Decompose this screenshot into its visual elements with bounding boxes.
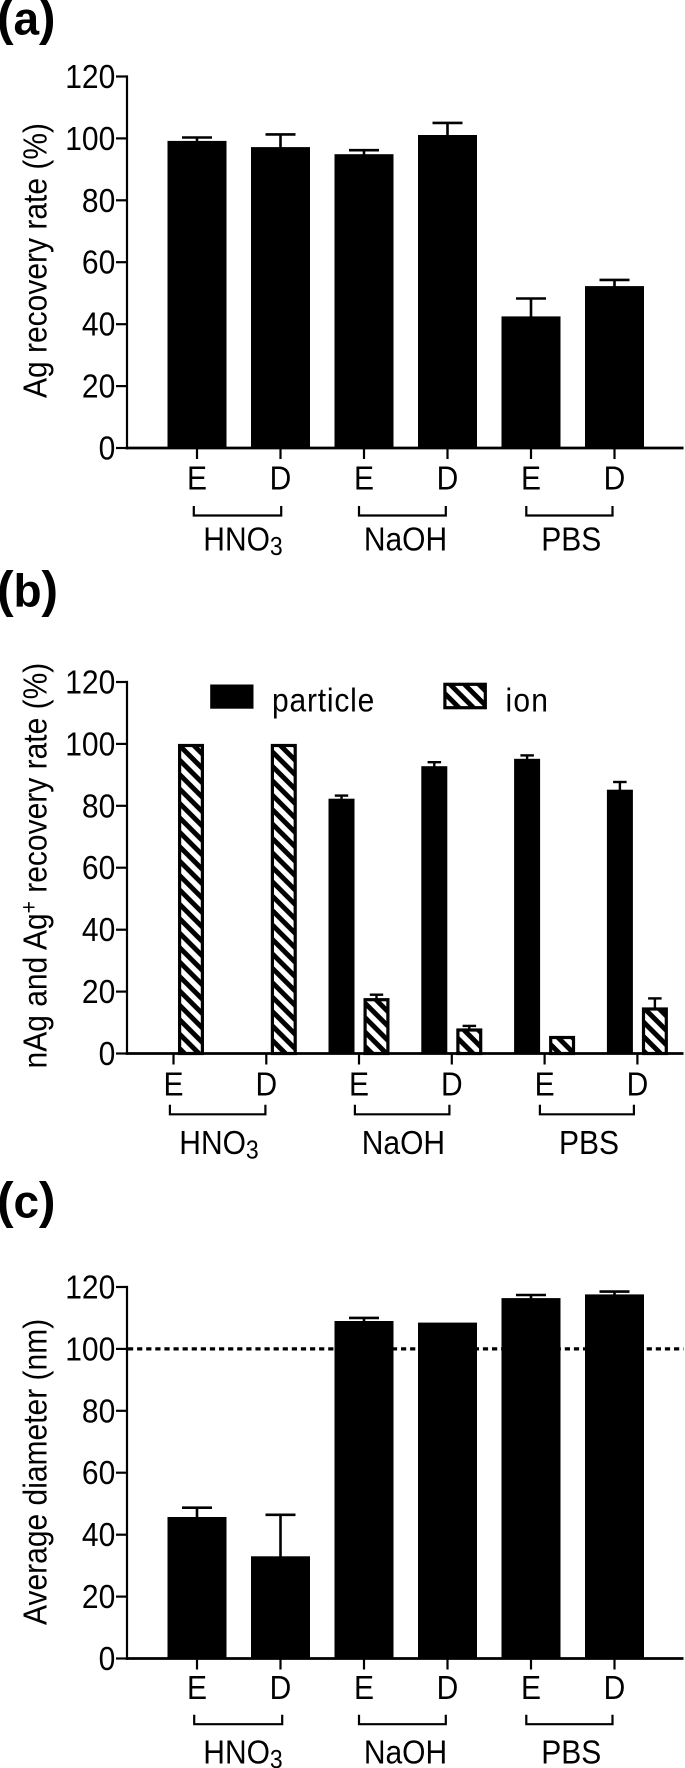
svg-text:Ag recovery rate (%): Ag recovery rate (%) — [16, 123, 54, 398]
svg-text:E: E — [187, 459, 207, 497]
svg-text:100: 100 — [65, 1330, 115, 1368]
svg-text:60: 60 — [82, 1454, 115, 1492]
svg-text:PBS: PBS — [541, 1733, 601, 1768]
svg-text:HNO3: HNO3 — [203, 1733, 282, 1768]
svg-text:HNO3: HNO3 — [179, 1123, 258, 1164]
svg-text:PBS: PBS — [541, 520, 601, 558]
svg-text:0: 0 — [99, 1034, 116, 1072]
svg-text:D: D — [627, 1065, 649, 1103]
svg-text:(c): (c) — [0, 1172, 55, 1228]
svg-text:60: 60 — [82, 849, 115, 887]
svg-text:E: E — [535, 1065, 555, 1103]
svg-text:D: D — [604, 459, 626, 497]
svg-text:120: 120 — [65, 57, 115, 95]
svg-text:D: D — [604, 1668, 626, 1706]
svg-text:80: 80 — [82, 181, 115, 219]
svg-text:80: 80 — [82, 1392, 115, 1430]
svg-text:100: 100 — [65, 725, 115, 763]
svg-text:Average diameter (nm): Average diameter (nm) — [16, 1319, 54, 1625]
svg-text:PBS: PBS — [559, 1123, 619, 1161]
svg-text:NaOH: NaOH — [364, 520, 447, 558]
svg-text:D: D — [437, 1668, 459, 1706]
svg-text:E: E — [187, 1668, 207, 1706]
svg-text:D: D — [437, 459, 459, 497]
svg-text:0: 0 — [99, 429, 116, 467]
svg-text:ion: ion — [506, 681, 550, 719]
svg-text:E: E — [163, 1065, 183, 1103]
svg-text:40: 40 — [82, 305, 115, 343]
svg-text:D: D — [255, 1065, 277, 1103]
svg-text:80: 80 — [82, 787, 115, 825]
svg-text:particle: particle — [272, 681, 375, 719]
svg-text:E: E — [354, 459, 374, 497]
svg-text:(b): (b) — [0, 561, 58, 617]
svg-text:D: D — [270, 459, 292, 497]
svg-text:D: D — [441, 1065, 463, 1103]
svg-text:120: 120 — [65, 663, 115, 701]
svg-text:20: 20 — [82, 367, 115, 405]
svg-text:40: 40 — [82, 911, 115, 949]
svg-text:100: 100 — [65, 119, 115, 157]
svg-text:E: E — [521, 1668, 541, 1706]
svg-text:60: 60 — [82, 243, 115, 281]
svg-text:NaOH: NaOH — [364, 1733, 447, 1768]
svg-text:E: E — [354, 1668, 374, 1706]
svg-text:120: 120 — [65, 1268, 115, 1306]
svg-text:HNO3: HNO3 — [203, 520, 282, 561]
svg-text:20: 20 — [82, 1578, 115, 1616]
svg-text:40: 40 — [82, 1516, 115, 1554]
svg-text:0: 0 — [99, 1639, 116, 1677]
svg-text:D: D — [270, 1668, 292, 1706]
svg-text:E: E — [349, 1065, 369, 1103]
svg-text:20: 20 — [82, 973, 115, 1011]
svg-text:NaOH: NaOH — [362, 1123, 445, 1161]
svg-text:E: E — [521, 459, 541, 497]
svg-text:nAg and Ag+ recovery rate (%): nAg and Ag+ recovery rate (%) — [15, 663, 54, 1069]
svg-text:(a): (a) — [0, 0, 55, 46]
